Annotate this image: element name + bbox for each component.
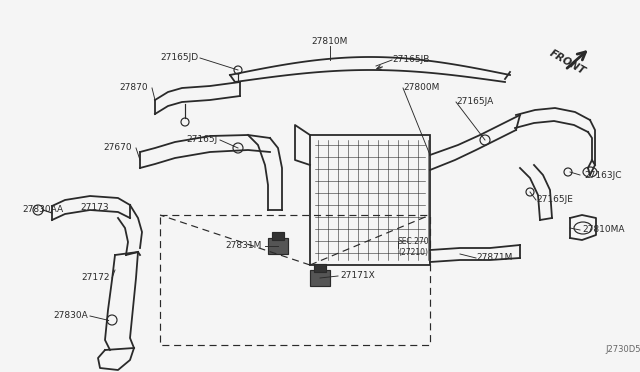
Text: (27210): (27210) [398,247,428,257]
Bar [268,238,288,254]
Text: 27810M: 27810M [312,38,348,46]
Text: 27173: 27173 [80,203,109,212]
Text: 27871M: 27871M [476,253,513,263]
Text: 27830A: 27830A [53,311,88,321]
Text: 27163JC: 27163JC [584,170,621,180]
Text: 27810MA: 27810MA [582,225,625,234]
Text: J2730D5: J2730D5 [605,346,640,355]
Text: 27165JA: 27165JA [456,97,493,106]
Text: 27830AA: 27830AA [22,205,63,215]
Text: 27670: 27670 [104,144,132,153]
Text: 27800M: 27800M [403,83,440,93]
Bar [310,135,430,265]
Text: FRONT: FRONT [548,48,588,76]
Bar [310,270,330,286]
Text: 27165J: 27165J [187,135,218,144]
Text: 27870: 27870 [120,83,148,93]
Text: 27165JB: 27165JB [392,55,429,64]
Bar [272,232,284,240]
Text: 27831M: 27831M [226,241,262,250]
Text: 27165JE: 27165JE [536,196,573,205]
Text: 27171X: 27171X [340,272,375,280]
Text: 27172: 27172 [81,273,110,282]
Text: SEC.270: SEC.270 [398,237,429,247]
Bar [314,264,326,272]
Text: 27165JD: 27165JD [160,54,198,62]
